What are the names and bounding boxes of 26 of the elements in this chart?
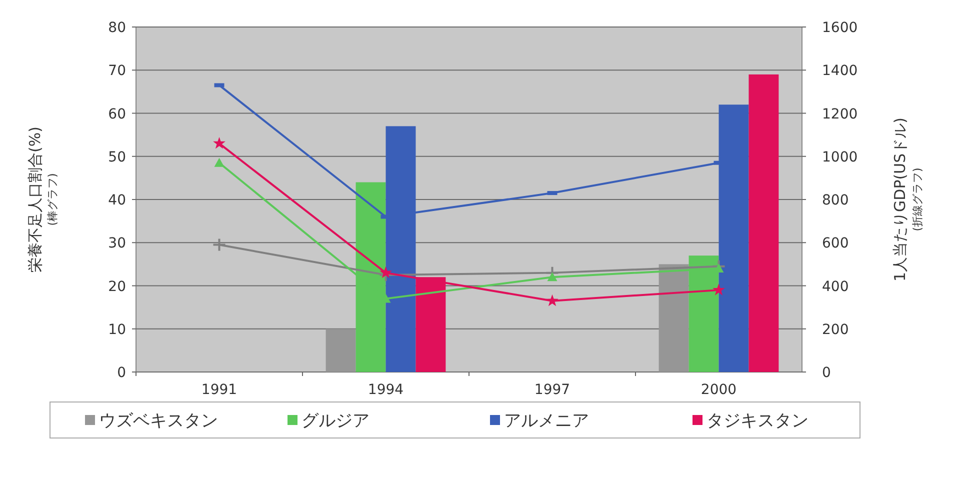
y-tick-label: 40 <box>108 192 126 208</box>
y-tick-label: 0 <box>117 365 126 381</box>
y-tick-label: 80 <box>108 20 126 36</box>
x-tick-label: 2000 <box>700 382 737 398</box>
y2-tick-label: 1200 <box>822 106 858 122</box>
legend-label: ウズベキスタン <box>99 411 218 431</box>
y2-tick-label: 0 <box>822 365 831 381</box>
x-tick-label: 1997 <box>534 382 570 398</box>
y2-tick-label: 1600 <box>822 20 858 36</box>
legend-label: アルメニア <box>504 411 589 431</box>
y2-tick-label: 1000 <box>822 149 858 166</box>
y2-tick-label: 200 <box>822 322 849 338</box>
y2-tick-label: 600 <box>822 236 849 252</box>
y-tick-label: 60 <box>108 106 126 122</box>
y2-tick-label: 800 <box>822 192 849 208</box>
y-tick-label: 30 <box>108 236 126 252</box>
y-tick-label: 70 <box>108 63 126 80</box>
y-tick-label: 20 <box>108 278 126 295</box>
x-tick-label: 1994 <box>368 382 404 398</box>
x-tick-label: 1991 <box>201 382 238 398</box>
y2-tick-label: 400 <box>822 278 849 295</box>
y-tick-label: 50 <box>108 149 126 166</box>
legend-label: グルジア <box>302 411 370 431</box>
y-tick-label: 10 <box>108 322 126 338</box>
y2-tick-label: 1400 <box>822 63 858 80</box>
legend-label: タジキスタン <box>706 411 808 431</box>
